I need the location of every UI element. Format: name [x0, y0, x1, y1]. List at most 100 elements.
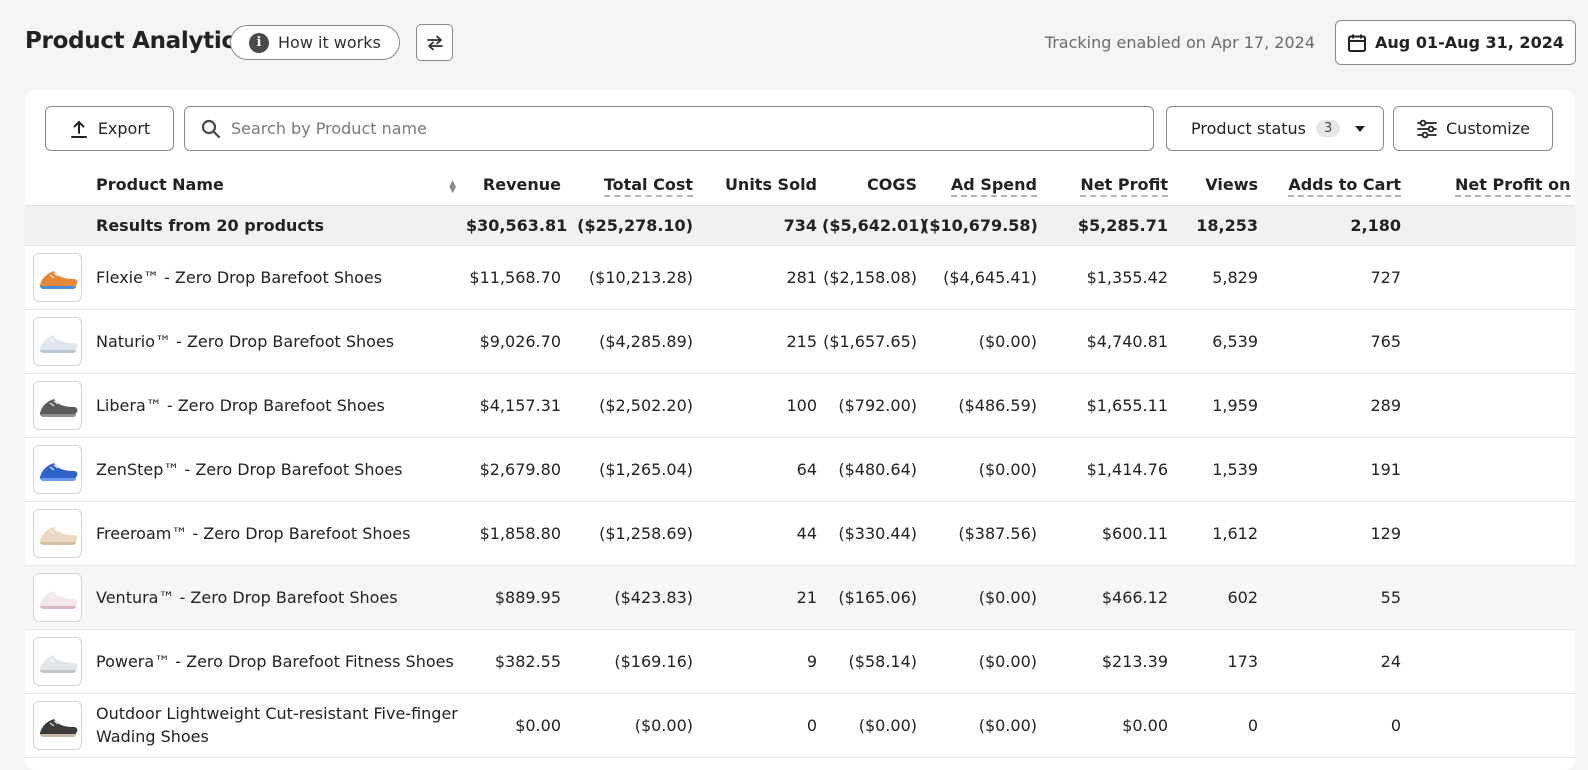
header-views[interactable]: Views [1173, 164, 1263, 206]
export-button[interactable]: Export [45, 106, 174, 151]
row-net-profit: $600.11 [1042, 501, 1173, 566]
table-row[interactable]: Flexie™ - Zero Drop Barefoot Shoes $11,56… [25, 245, 1575, 310]
row-units-sold: 281 [698, 245, 822, 310]
header-units-sold[interactable]: Units Sold [698, 164, 822, 206]
table-row[interactable]: Libera™ - Zero Drop Barefoot Shoes $4,157… [25, 373, 1575, 438]
table-row[interactable]: ZenStep™ - Zero Drop Barefoot Shoes $2,67… [25, 437, 1575, 502]
row-ad-spend: ($0.00) [922, 309, 1042, 374]
row-total-cost: ($169.16) [566, 629, 698, 694]
table-row[interactable]: Powera™ - Zero Drop Barefoot Fitness Sho… [25, 629, 1575, 694]
product-status-filter[interactable]: Product status 3 [1166, 106, 1384, 151]
chevron-down-icon [1355, 125, 1366, 132]
row-adds-to-cart: 55 [1263, 565, 1406, 630]
upload-icon [70, 120, 87, 138]
how-it-works-button[interactable]: i How it works [230, 25, 400, 60]
header-ad-spend[interactable]: Ad Spend [922, 164, 1042, 206]
product-thumbnail[interactable] [33, 508, 82, 558]
summary-net-profit: $5,285.71 [1042, 205, 1173, 246]
date-range-button[interactable]: Aug 01-Aug 31, 2024 [1335, 20, 1576, 65]
row-views: 5,829 [1173, 245, 1263, 310]
header-net-profit[interactable]: Net Profit [1042, 164, 1173, 206]
product-name[interactable]: Libera™ - Zero Drop Barefoot Shoes [91, 373, 466, 438]
row-units-sold: 21 [698, 565, 822, 630]
shoe-icon [39, 271, 77, 289]
status-count-badge: 3 [1316, 120, 1341, 137]
table-row[interactable]: Freeroam™ - Zero Drop Barefoot Shoes $1,8… [25, 501, 1575, 566]
header-revenue[interactable]: Revenue [466, 164, 566, 206]
summary-ad-spend: ($10,679.58) [922, 205, 1042, 246]
row-views: 1,959 [1173, 373, 1263, 438]
row-total-cost: ($423.83) [566, 565, 698, 630]
product-name[interactable]: Naturio™ - Zero Drop Barefoot Shoes [91, 309, 466, 374]
shoe-icon [39, 655, 77, 673]
row-adds-to-cart: 191 [1263, 437, 1406, 502]
export-label: Export [97, 119, 151, 138]
shoe-icon [39, 719, 77, 737]
search-input[interactable] [231, 119, 1131, 138]
row-views: 6,539 [1173, 309, 1263, 374]
row-adds-to-cart: 129 [1263, 501, 1406, 566]
summary-label: Results from 20 products [91, 205, 466, 246]
header-cogs[interactable]: COGS [822, 164, 922, 206]
summary-units-sold: 734 [698, 205, 822, 246]
row-cogs: ($0.00) [822, 693, 922, 758]
row-cogs: ($2,158.08) [822, 245, 922, 310]
table-row[interactable]: Ventura™ - Zero Drop Barefoot Shoes $889.… [25, 565, 1575, 630]
table-row[interactable]: Outdoor Lightweight Cut-resistant Five-f… [25, 693, 1575, 758]
row-net-profit: $466.12 [1042, 565, 1173, 630]
row-revenue: $2,679.80 [466, 437, 566, 502]
product-name[interactable]: Powera™ - Zero Drop Barefoot Fitness Sho… [91, 629, 466, 694]
product-name[interactable]: ZenStep™ - Zero Drop Barefoot Shoes [91, 437, 466, 502]
product-thumbnail[interactable] [33, 316, 82, 366]
table-header-row: Product Name ▲ ▼ Revenue Total Cost Units … [25, 164, 1575, 206]
row-total-cost: ($4,285.89) [566, 309, 698, 374]
product-name[interactable]: Flexie™ - Zero Drop Barefoot Shoes [91, 245, 466, 310]
row-ad-spend: ($0.00) [922, 437, 1042, 502]
row-net-profit: $1,355.42 [1042, 245, 1173, 310]
shoe-icon [39, 591, 77, 609]
shoe-icon [39, 463, 77, 481]
product-table: Product Name ▲ ▼ Revenue Total Cost Units … [25, 164, 1575, 758]
product-thumbnail[interactable] [33, 380, 82, 430]
row-total-cost: ($0.00) [566, 693, 698, 758]
how-it-works-label: How it works [278, 33, 381, 52]
header-net-profit-on[interactable]: Net Profit on [1406, 164, 1575, 206]
product-name[interactable]: Freeroam™ - Zero Drop Barefoot Shoes [91, 501, 466, 566]
row-ad-spend: ($387.56) [922, 501, 1042, 566]
summary-adds-to-cart: 2,180 [1263, 205, 1406, 246]
table-row[interactable]: Naturio™ - Zero Drop Barefoot Shoes $9,02… [25, 309, 1575, 374]
product-name[interactable]: Ventura™ - Zero Drop Barefoot Shoes [91, 565, 466, 630]
calendar-icon [1348, 34, 1367, 52]
row-ad-spend: ($0.00) [922, 693, 1042, 758]
product-thumbnail[interactable] [33, 636, 82, 686]
row-revenue: $0.00 [466, 693, 566, 758]
row-views: 0 [1173, 693, 1263, 758]
product-thumbnail[interactable] [33, 444, 82, 494]
row-revenue: $889.95 [466, 565, 566, 630]
product-thumbnail[interactable] [33, 572, 82, 622]
row-net-profit: $1,414.76 [1042, 437, 1173, 502]
swap-view-button[interactable] [416, 24, 453, 61]
header-total-cost[interactable]: Total Cost [566, 164, 698, 206]
row-revenue: $9,026.70 [466, 309, 566, 374]
product-name[interactable]: Outdoor Lightweight Cut-resistant Five-f… [91, 693, 466, 758]
tracking-status: Tracking enabled on Apr 17, 2024 [1044, 33, 1315, 52]
row-net-profit: $4,740.81 [1042, 309, 1173, 374]
row-views: 602 [1173, 565, 1263, 630]
row-units-sold: 215 [698, 309, 822, 374]
row-cogs: ($480.64) [822, 437, 922, 502]
product-thumbnail[interactable] [33, 700, 82, 750]
row-ad-spend: ($486.59) [922, 373, 1042, 438]
summary-views: 18,253 [1173, 205, 1263, 246]
customize-button[interactable]: Customize [1393, 106, 1553, 151]
sort-icon[interactable]: ▲ ▼ [449, 178, 456, 195]
search-icon [201, 119, 221, 138]
summary-total-cost: ($25,278.10) [566, 205, 698, 246]
row-adds-to-cart: 24 [1263, 629, 1406, 694]
header-product-name[interactable]: Product Name ▲ ▼ [91, 164, 466, 206]
info-icon: i [249, 32, 269, 53]
row-revenue: $382.55 [466, 629, 566, 694]
product-thumbnail[interactable] [33, 252, 82, 302]
summary-revenue: $30,563.81 [466, 205, 567, 246]
header-adds-to-cart[interactable]: Adds to Cart [1263, 164, 1406, 206]
